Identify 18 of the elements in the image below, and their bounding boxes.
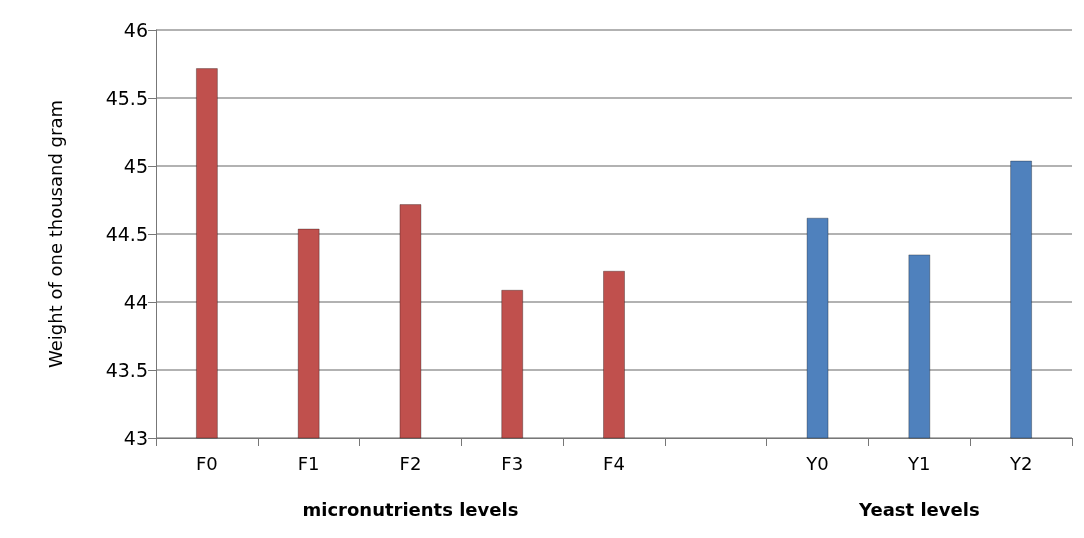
y-tick-label: 43.5 xyxy=(105,359,148,381)
text: Yeast levels xyxy=(858,498,980,520)
y-tick-label: 46 xyxy=(123,19,148,41)
x-tick-label: F4 xyxy=(603,452,625,474)
x-tick-label: Y1 xyxy=(907,452,931,474)
x-tick-label: F3 xyxy=(501,452,524,474)
x-tick-label: F2 xyxy=(399,452,422,474)
y-tick-label: 43 xyxy=(123,427,148,449)
y-tick-label: 45 xyxy=(123,155,148,177)
x-tick-label: F1 xyxy=(297,452,320,474)
y-axis-title: Weight of one thousand gram xyxy=(44,100,66,368)
x-tick-label: Y2 xyxy=(1008,452,1033,474)
y-tick-label: 44 xyxy=(123,291,148,313)
text: micronutrients levels xyxy=(302,498,519,520)
x-tick-label: Y0 xyxy=(805,452,829,474)
y-tick-label: 44.5 xyxy=(105,223,148,245)
y-tick-label: 45.5 xyxy=(105,87,148,109)
x-tick-label: F0 xyxy=(195,452,218,474)
